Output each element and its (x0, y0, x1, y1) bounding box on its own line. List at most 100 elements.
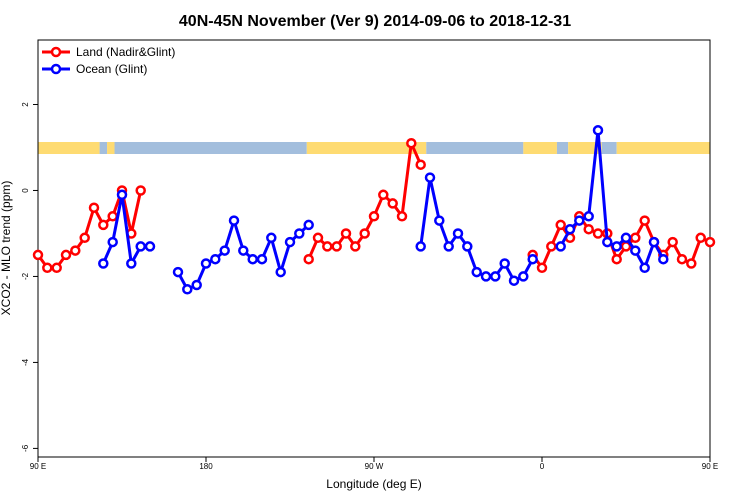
data-point-ocean (172, 266, 184, 278)
data-point-ocean (275, 266, 286, 278)
data-point-land (70, 245, 81, 256)
data-point-land (303, 253, 314, 265)
data-point-land (639, 215, 650, 226)
data-point-ocean (620, 232, 632, 244)
land-bar-segment-land (523, 142, 557, 154)
data-point-land (32, 249, 44, 261)
data-point-land (704, 236, 716, 248)
y-axis: -6 -4 -2 0 2 (21, 102, 38, 452)
data-point-land (583, 223, 594, 235)
data-point-land (331, 241, 342, 252)
land-bar-segment-ocean (556, 142, 569, 154)
land-bar-segment-land (107, 142, 115, 154)
data-point-ocean (107, 236, 118, 248)
data-point-ocean (135, 241, 146, 252)
data-point-ocean (210, 253, 221, 265)
land-bar-segment-land (306, 142, 427, 154)
data-point-land (79, 232, 90, 244)
data-point-land (555, 219, 566, 231)
data-point-ocean (266, 232, 277, 244)
data-point-land (378, 189, 389, 201)
data-point-land (406, 137, 417, 149)
data-point-ocean (144, 241, 156, 252)
x-tick-label: 90 E (30, 462, 46, 471)
data-point-ocean (443, 241, 454, 252)
data-point-land (340, 228, 352, 239)
y-axis-label: XCO2 - MLO trend (ppm) (0, 181, 13, 316)
land-bar-segment-ocean (601, 142, 617, 154)
legend-ocean-label: Ocean (Glint) (76, 62, 147, 76)
data-point-land (42, 262, 53, 274)
data-point-land (546, 241, 557, 252)
data-point-ocean (583, 211, 594, 222)
data-point-ocean (228, 215, 240, 226)
data-point-ocean (658, 253, 669, 265)
land-bar-segment-land (616, 142, 710, 154)
data-point-ocean (508, 275, 520, 286)
data-point-land (611, 253, 622, 265)
data-point-ocean (574, 215, 585, 226)
data-point-land (536, 262, 548, 274)
data-point-ocean (480, 271, 492, 282)
y-tick-label: 2 (21, 102, 30, 107)
data-point-land (312, 232, 324, 244)
x-tick-label: 0 (540, 462, 545, 471)
data-point-ocean (434, 215, 445, 226)
data-point-ocean (126, 258, 137, 269)
land-bar-segment-land (568, 142, 602, 154)
chart-title: 40N-45N November (Ver 9) 2014-09-06 to 2… (179, 13, 571, 30)
data-point-ocean (182, 284, 193, 295)
x-axis: 90 E 180 90 W 0 90 E (30, 457, 718, 471)
data-point-land (630, 232, 641, 244)
data-point-ocean (527, 253, 538, 265)
data-point-ocean (518, 271, 529, 282)
data-point-land (676, 253, 688, 265)
data-point-land (135, 185, 146, 196)
data-point-land (88, 202, 100, 213)
data-point-land (368, 211, 380, 222)
data-point-land (387, 198, 398, 209)
data-point-ocean (555, 241, 566, 252)
y-tick-label: 0 (21, 188, 30, 193)
data-point-ocean (98, 258, 109, 269)
x-axis-label: Longitude (deg E) (326, 477, 421, 491)
land-bar-segment-ocean (426, 142, 524, 154)
x-tick-label: 90 W (365, 462, 384, 471)
land-bar-segment-ocean (99, 142, 108, 154)
legend-land-label: Land (Nadir&Glint) (76, 45, 175, 59)
data-point-ocean (200, 258, 212, 269)
data-point-land (350, 241, 361, 252)
data-point-land (51, 262, 62, 274)
x-tick-label: 90 E (702, 462, 718, 471)
land-bar-segment-ocean (114, 142, 307, 154)
x-tick-label: 180 (199, 462, 213, 471)
data-point-land (592, 228, 604, 239)
data-point-ocean (238, 245, 249, 256)
data-point-ocean (592, 125, 604, 136)
data-point-ocean (424, 172, 436, 183)
data-point-ocean (564, 223, 576, 235)
data-point-ocean (415, 241, 426, 252)
data-point-land (359, 228, 370, 239)
y-tick-label: -4 (21, 358, 30, 366)
data-point-ocean (247, 253, 258, 265)
data-point-land (396, 211, 408, 222)
data-point-ocean (462, 241, 473, 252)
data-point-ocean (630, 245, 641, 256)
data-point-land (322, 241, 333, 252)
data-point-land (686, 258, 697, 269)
data-point-ocean (116, 189, 128, 201)
data-point-land (98, 219, 109, 231)
data-point-ocean (648, 236, 660, 248)
data-point-ocean (611, 241, 622, 252)
series-line-ocean (419, 176, 535, 283)
data-point-land (415, 159, 426, 170)
data-point-ocean (294, 228, 305, 239)
data-point-ocean (256, 253, 268, 265)
legend: Land (Nadir&Glint) Ocean (Glint) (42, 45, 175, 76)
data-point-land (667, 236, 678, 248)
land-bar-segment-land (38, 142, 100, 154)
legend-ocean-marker (50, 63, 62, 75)
data-point-ocean (602, 236, 613, 248)
